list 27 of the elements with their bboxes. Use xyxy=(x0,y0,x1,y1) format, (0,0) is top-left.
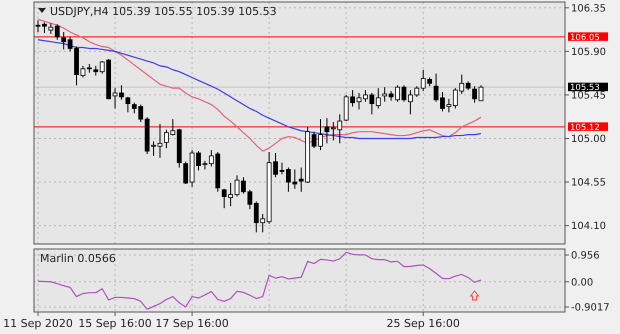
x-tick-label: 25 Sep 16:00 xyxy=(386,317,460,330)
candlestick xyxy=(54,24,60,40)
y-tick-label: 0.00 xyxy=(571,277,594,288)
line-series xyxy=(37,18,482,152)
candlestick xyxy=(459,74,464,94)
candlestick xyxy=(132,102,137,114)
y-tick-label: 105.45 xyxy=(571,90,606,102)
candlestick xyxy=(337,114,342,144)
y-tick-label: 105.00 xyxy=(571,134,606,145)
chart-title: USDJPY,H4 105.39 105.55 105.39 105.53 xyxy=(50,5,277,18)
line-series xyxy=(37,252,482,310)
y-tick-label: 105.90 xyxy=(571,46,606,58)
x-tick-label: 17 Sep 16:00 xyxy=(155,317,229,330)
chart-title: Marlin 0.0566 xyxy=(40,252,116,265)
candlestick xyxy=(125,96,130,113)
ref-line-label: 106.05 xyxy=(570,32,600,43)
candlestick xyxy=(298,167,304,192)
y-tick-label: 104.55 xyxy=(571,178,606,189)
ref-line-label: 105.12 xyxy=(570,122,600,133)
y-tick-label: -0.9017 xyxy=(571,302,610,314)
y-tick-label: 0.956 xyxy=(571,250,600,262)
x-tick-label: 15 Sep 16:00 xyxy=(78,317,152,330)
y-tick-label: 106.35 xyxy=(571,3,606,14)
x-tick-label: 11 Sep 2020 xyxy=(3,317,73,330)
candlestick xyxy=(48,22,54,34)
y-tick-label: 104.10 xyxy=(571,221,606,232)
candlestick xyxy=(93,65,98,76)
